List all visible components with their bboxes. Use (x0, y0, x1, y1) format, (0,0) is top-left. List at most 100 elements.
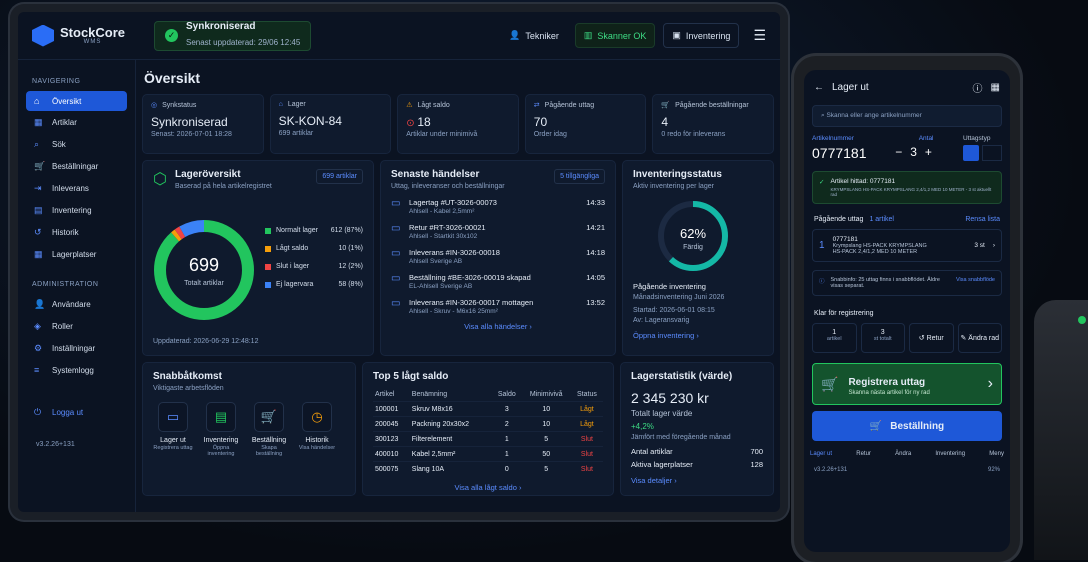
phone-device: ← Lager ut ⓘ ▦ ⌕ Skanna eller ange artik… (794, 56, 1020, 562)
quick-label: Beställning (251, 437, 287, 444)
table-row[interactable]: 400010 Kabel 2,5mm² 1 50 Slut (373, 446, 603, 462)
withdrawal-type-selected[interactable] (963, 145, 979, 161)
sidebar-item-systemlogg[interactable]: ≡ Systemlogg (26, 360, 127, 380)
sidebar-item-roller[interactable]: ◈ Roller (26, 316, 127, 337)
quick-historik[interactable]: ◷ Historik Visa händelser (297, 402, 337, 457)
cell-name: Filterelement (409, 431, 493, 447)
kpi-low-stock[interactable]: ⚠ Lågt saldo ⊙ 18 Artiklar under minimivå (397, 94, 519, 154)
minus-button[interactable]: − (895, 145, 903, 159)
table-row[interactable]: 300123 Filterelement 1 5 Slut (373, 431, 603, 447)
sidebar-item-lagerplatser[interactable]: ▦ Lagerplatser (26, 244, 127, 265)
inventory-button[interactable]: ▣ Inventering (663, 23, 740, 48)
quick-bestallning[interactable]: 🛒 Beställning Skapa beställning (249, 402, 289, 457)
kpi-sync[interactable]: ◎ Synkstatus Synkroniserad Senast: 2026-07-… (142, 94, 264, 154)
ready-title: Klar för registrering (814, 310, 874, 317)
tab-lager-ut[interactable]: Lager ut (810, 451, 833, 457)
col-header: Saldo (497, 391, 516, 398)
quick-lager-ut[interactable]: ▭ Lager ut Registrera uttag (153, 402, 193, 457)
alert-icon: ⊙ (406, 118, 418, 129)
article-found-alert: ✓ Artikel hittad: 0777181 KRYMPSLANG HS-PA… (812, 171, 1002, 204)
tab-andra[interactable]: Ändra (895, 451, 912, 457)
open-inventory-link[interactable]: Öppna inventering › (633, 331, 699, 340)
withdrawal-type-option[interactable] (982, 145, 1002, 161)
inventory-line: Av: Lageransvarig (633, 317, 690, 324)
kpi-warehouse[interactable]: ⌂ Lager SK-KON-84 699 artiklar (269, 94, 392, 154)
kpi-value: Synkroniserad (151, 115, 228, 129)
quick-flow-link[interactable]: Visa snabbflöde (955, 277, 995, 283)
sidebar-item-installningar[interactable]: ⚙ Inställningar (26, 338, 127, 359)
phone-search-input[interactable]: ⌕ Skanna eller ange artikelnummer (812, 105, 1002, 127)
sidebar-item-inleverans[interactable]: ⇥ Inleverans (26, 178, 127, 199)
progress-label: Färdig (683, 244, 703, 251)
inventory-label: Inventering (685, 30, 731, 41)
legend-label: Slut i lager (276, 263, 310, 270)
return-button[interactable]: ↺ Retur (909, 323, 954, 353)
all-low-stock-link[interactable]: Visa alla lågt saldo › (454, 483, 522, 492)
document-icon: ▭ (391, 198, 401, 209)
kpi-value: 18 (417, 115, 431, 129)
event-row[interactable]: ▭ Retur #RT-3026-00021 Ahlsell - Startkit … (391, 223, 605, 240)
events-pill[interactable]: 5 tillgängliga (554, 169, 605, 184)
sidebar-item-anvandare[interactable]: 👤 Användare (26, 294, 127, 315)
cell-status: Slut (570, 431, 603, 447)
event-row[interactable]: ▭ Inleverans #IN-3026-00018 Ahlsell Sverig… (391, 248, 605, 265)
edit-row-button[interactable]: ✎ Ändra rad (957, 323, 1002, 353)
table-row[interactable]: 200045 Packning 20x30x2 2 10 Lågt (373, 416, 603, 432)
sidebar-item-inventering[interactable]: ▤ Inventering (26, 200, 127, 221)
sidebar-item-artiklar[interactable]: ▦ Artiklar (26, 112, 127, 133)
quick-info: ⓘ Snabbinfo: 25 uttag finns i snabbflödet… (812, 270, 1002, 296)
quick-access-card: Snabbåtkomst Viktigaste arbetsflöden ▭ La… (142, 362, 356, 496)
article-number-field[interactable]: 0777181 (812, 145, 867, 161)
sidebar-item-sok[interactable]: ⌕ Sök (26, 134, 127, 155)
event-row[interactable]: ▭ Inleverans #IN-3026-00017 mottagen Ahlse… (391, 298, 605, 315)
kpi-sub: Artiklar under minimivå (406, 131, 478, 138)
pending-header: Pågående uttag 1 artikel Rensa lista (804, 210, 1010, 229)
info-icon[interactable]: ⓘ (972, 84, 983, 95)
sidebar-item-historik[interactable]: ↺ Historik (26, 222, 127, 243)
tech-button[interactable]: 👤 Tekniker (501, 24, 567, 47)
list-item[interactable]: 1 0777181 Krympslang HS-PACK KRYMPSLANG HS… (812, 229, 1002, 262)
event-sub: EL-Ahlsell Sverige AB (409, 283, 473, 290)
menu-icon[interactable]: ☰ (753, 27, 766, 43)
legend-value: 58 (8%) (338, 281, 363, 288)
details-link[interactable]: Visa detaljer › (631, 476, 677, 485)
clipboard-icon: ▤ (206, 402, 236, 432)
tab-retur[interactable]: Retur (856, 451, 871, 457)
register-withdrawal-button[interactable]: 🛒 Registrera uttag Skanna nästa artikel fö… (812, 363, 1002, 405)
quick-inventering[interactable]: ▤ Inventering Öppna inventering (201, 402, 241, 457)
table-row[interactable]: 100001 Skruv M8x16 3 10 Lågt (373, 401, 603, 417)
cart-icon: 🛒 (254, 402, 284, 432)
sidebar-item-bestallningar[interactable]: 🛒 Beställningar (26, 156, 127, 177)
plus-button[interactable]: + (924, 145, 932, 159)
sidebar-item-oversikt[interactable]: ⌂ Översikt (26, 91, 127, 111)
events-card: Senaste händelser Uttag, inleveranser och… (380, 160, 616, 356)
chevron-right-icon: › (987, 375, 993, 392)
quantity-field[interactable]: 3 (910, 145, 917, 159)
tech-label: Tekniker (525, 30, 559, 41)
article-count-pill[interactable]: 699 artiklar (316, 169, 363, 184)
sidebar-item-label: Inventering (52, 206, 92, 215)
tab-inventering[interactable]: Inventering (935, 451, 966, 457)
event-title: Inleverans #IN-3026-00018 (409, 248, 500, 257)
event-row[interactable]: ▭ Beställning #BE-3026-00019 skapad EL-Ahl… (391, 273, 605, 290)
admin-heading: ADMINISTRATION (32, 281, 99, 288)
all-events-link[interactable]: Visa alla händelser › (464, 322, 532, 331)
event-row[interactable]: ▭ Lagertag #UT-3026-00073 Ahlsell - Kabel … (391, 198, 605, 215)
cell-status: Lågt (570, 401, 603, 417)
calendar-icon[interactable]: ▦ (990, 82, 1000, 93)
logout-button[interactable]: ⏻ Logga ut (26, 402, 127, 423)
nav-heading: NAVIGERING (32, 78, 81, 85)
kpi-orders[interactable]: 🛒 Pågående beställningar 4 0 redo för inlev… (652, 94, 774, 154)
cart-icon: 🛒 (661, 102, 671, 109)
table-row[interactable]: 500075 Slang 10A 0 5 Slut (373, 461, 603, 476)
card-title: Top 5 lågt saldo (373, 371, 449, 382)
document-icon: ▭ (158, 402, 188, 432)
return-icon: ↺ (918, 335, 927, 342)
back-icon[interactable]: ← (814, 82, 824, 93)
clear-list-button[interactable]: Rensa lista (965, 216, 1000, 223)
scanner-status-button[interactable]: ▥ Skanner OK (574, 23, 656, 48)
kpi-withdrawals[interactable]: ⇄ Pågående uttag 70 Order idag (524, 94, 647, 154)
tab-meny[interactable]: Meny (989, 451, 1004, 457)
order-button[interactable]: 🛒 Beställning (812, 411, 1002, 441)
